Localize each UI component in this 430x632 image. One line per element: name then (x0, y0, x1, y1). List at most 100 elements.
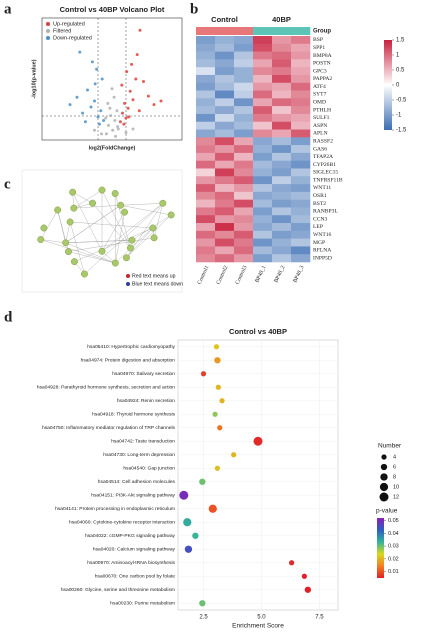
heatmap-cell (272, 137, 292, 146)
heatmap-cell (253, 254, 273, 263)
bubble (199, 600, 206, 607)
heatmap-cell (196, 168, 216, 177)
heatmap-cell (234, 168, 254, 177)
size-legend-label: 4 (393, 454, 396, 460)
network-edge (69, 221, 85, 275)
heatmap-cell (196, 152, 216, 161)
heatmap-cell (272, 215, 292, 224)
bubble (200, 371, 207, 377)
network-node (122, 254, 130, 262)
network-edge (101, 189, 131, 249)
colorbar-label: 1 (396, 53, 400, 59)
legend-label: Down-regulated (53, 35, 92, 41)
network-edge (65, 240, 133, 243)
point (125, 70, 129, 74)
heatmap-cell (196, 121, 216, 130)
row-label: RANBP3L (313, 209, 338, 215)
colorbar-label: 0.02 (388, 556, 399, 562)
bubble (304, 586, 312, 593)
heatmap-cell (196, 59, 216, 68)
row-label: GPC3 (313, 68, 327, 74)
point (137, 109, 141, 113)
heatmap-cell (272, 74, 292, 84)
row-label: ATF4 (313, 84, 326, 90)
heatmap-cell (215, 223, 235, 232)
network-node (70, 258, 78, 266)
heatmap-cell (291, 215, 311, 224)
heatmap-cell (291, 176, 311, 185)
network-node (128, 236, 136, 244)
point (95, 67, 99, 71)
chart-title: Control vs 40BP (229, 327, 287, 336)
point (93, 128, 96, 132)
bubble (214, 465, 221, 471)
heatmap-cell (234, 98, 254, 107)
heatmap-cell (196, 207, 216, 216)
heatmap-cell (215, 176, 235, 185)
heatmap-cell (215, 238, 235, 247)
heatmap-cell (272, 168, 292, 177)
point (120, 83, 124, 87)
point (116, 125, 120, 129)
heatmap-cell (196, 184, 216, 193)
heatmap-cell (215, 152, 235, 161)
heatmap-cell (234, 152, 254, 161)
heatmap-cell (215, 36, 235, 45)
group-bar (234, 27, 254, 35)
point (159, 99, 163, 103)
heatmap-cell (234, 238, 254, 247)
heatmap-cell (253, 137, 273, 146)
heatmap-cell (215, 106, 235, 115)
heatmap-cell (272, 230, 292, 239)
x-axis-label: log2(FoldChange) (89, 145, 136, 151)
point (81, 111, 85, 115)
y-tick-label: hsa04742: Taste transduction (111, 439, 175, 445)
group-bar (272, 27, 292, 35)
heatmap-cell (253, 230, 273, 239)
heatmap-cell (234, 129, 254, 138)
group-bar (215, 27, 235, 35)
heatmap-cell (253, 184, 273, 193)
heatmap-cell (291, 106, 311, 115)
network-node (111, 259, 119, 267)
heatmap-cell (196, 254, 216, 263)
heatmap-cell (291, 246, 311, 255)
colorbar (384, 40, 392, 130)
network-edge (40, 239, 66, 243)
heatmap-cell (253, 207, 273, 216)
heatmap-cell (272, 90, 292, 99)
colorbar-label: 1.5 (396, 38, 405, 44)
heatmap-cell (253, 36, 273, 45)
heatmap-cell (215, 74, 235, 84)
heatmap-cell (253, 90, 273, 99)
row-label: MGP (313, 240, 325, 246)
column-label: BP40_1 (254, 265, 267, 284)
network-edge (65, 205, 121, 243)
row-label: WNT16 (313, 232, 332, 238)
y-tick-label: hsa04974: Protein digestion and absorpti… (81, 358, 176, 364)
point (68, 103, 72, 107)
legend-swatch (46, 36, 50, 40)
heatmap-cell (234, 230, 254, 239)
row-label: APLN (313, 131, 328, 137)
point (134, 77, 138, 81)
network-node (98, 186, 106, 194)
heatmap-cell (272, 59, 292, 68)
heatmap-cell (215, 51, 235, 60)
network-node (117, 201, 125, 209)
row-label: BST2 (313, 201, 326, 207)
heatmap-cell (234, 137, 254, 146)
heatmap-cell (234, 51, 254, 60)
heatmap-cell (272, 223, 292, 232)
heatmap-cell (234, 74, 254, 84)
heatmap-cell (272, 254, 292, 263)
heatmap-cell (253, 113, 273, 123)
network-node (127, 244, 134, 252)
panel-label: b (190, 1, 198, 17)
network-node (62, 239, 70, 247)
network-edge (115, 212, 125, 264)
heatmap-cell (291, 160, 311, 169)
column-label: Control1 (197, 265, 211, 286)
heatmap-cell (234, 121, 254, 130)
y-tick-label: hsa04540: Gap junction (123, 466, 175, 472)
